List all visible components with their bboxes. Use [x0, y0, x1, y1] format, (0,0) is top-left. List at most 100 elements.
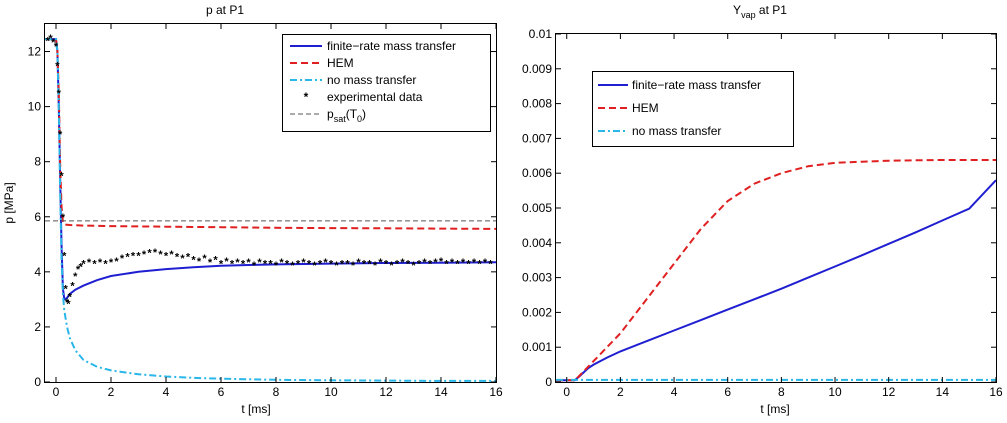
experimental-data-point: * [461, 257, 466, 269]
experimental-data-point: * [92, 259, 97, 271]
experimental-data-point: * [235, 257, 240, 269]
experimental-data-point: * [109, 257, 114, 269]
experimental-data-point: * [389, 260, 394, 272]
pressure-axes: 0 2 4 6 8 10 12 14 16 0 2 4 6 8 10 12 [28, 24, 503, 399]
experimental-data-point: * [131, 250, 136, 262]
experimental-data-point: * [362, 259, 367, 271]
vapor-plot-frame [555, 33, 997, 383]
experimental-data-point: * [395, 259, 400, 271]
experimental-data-point: * [158, 249, 163, 261]
experimental-data-point: * [290, 260, 295, 272]
legend-label-psat: psat(T0) [327, 107, 366, 124]
experimental-data-point: * [81, 259, 86, 271]
experimental-data-point: * [66, 299, 71, 311]
experimental-data-point: * [57, 88, 62, 100]
experimental-data-point: * [73, 271, 78, 283]
experimental-data-point: * [329, 259, 334, 271]
experimental-data-point: * [301, 257, 306, 269]
experimental-data-point: * [224, 256, 229, 268]
legend-swatch-experimental-marker: * [304, 90, 309, 104]
experimental-data-point: * [439, 256, 444, 268]
experimental-data-point: * [46, 36, 51, 48]
experimental-data-point: * [252, 260, 257, 272]
experimental-data-point: * [296, 259, 301, 271]
vapor-series-0-line [556, 179, 996, 382]
vapor-y-tick-label: 0.004 [522, 236, 552, 250]
pressure-chart: p at P1 ******************* * * * * * * * * * * * * *… [2, 3, 503, 416]
experimental-data-point: * [351, 260, 356, 272]
experimental-data-point: * [246, 257, 251, 269]
pressure-y-tick-label: 12 [28, 45, 42, 59]
experimental-data-point: * [54, 41, 59, 53]
experimental-data-point: * [208, 257, 213, 269]
legend-label-experimental: experimental data [327, 90, 423, 104]
pressure-y-tick-label: 4 [34, 265, 41, 279]
pressure-series-2-line [45, 38, 496, 382]
experimental-data-point: * [417, 259, 422, 271]
pressure-chart-title: p at P1 [206, 3, 244, 17]
experimental-data-point: * [186, 252, 191, 264]
experimental-data-point: * [285, 259, 290, 271]
vapor-x-tick-label: 8 [778, 385, 785, 399]
pressure-x-tick-label: 4 [163, 385, 170, 399]
pressure-y-tick-label: 2 [34, 320, 41, 334]
pressure-y-tick-label: 10 [28, 100, 42, 114]
legend2-label-finite-rate: finite−rate mass transfer [632, 78, 761, 92]
experimental-data-point: * [367, 259, 372, 271]
experimental-data-point: * [378, 257, 383, 269]
vapor-x-tick-label: 0 [563, 385, 570, 399]
experimental-data-point: * [483, 257, 488, 269]
pressure-y-axis-label: p [MPa] [2, 182, 16, 223]
vapor-y-tick-label: 0.001 [522, 340, 552, 354]
pressure-x-tick-label: 0 [53, 385, 60, 399]
pressure-x-tick-label: 10 [324, 385, 338, 399]
pressure-x-tick-label: 14 [434, 385, 448, 399]
experimental-data-point: * [268, 259, 273, 271]
pressure-y-tick-label: 8 [34, 155, 41, 169]
experimental-data-point: * [79, 261, 84, 273]
pressure-series-layer: ******************* * * * * * * * * * * * * * * * * * * * * *… [45, 33, 496, 382]
pressure-x-axis-label: t [ms] [241, 402, 270, 416]
pressure-y-tick-label: 0 [34, 375, 41, 389]
experimental-data-point: * [58, 129, 63, 141]
experimental-data-point: * [63, 283, 68, 295]
legend2-label-hem: HEM [632, 101, 659, 115]
legend-label-no-mass-transfer: no mass transfer [327, 73, 416, 87]
experimental-data-point: * [307, 259, 312, 271]
vapor-y-tick-label: 0.003 [522, 271, 552, 285]
pressure-plot-frame [44, 23, 497, 383]
experimental-data-point: * [153, 247, 158, 259]
experimental-data-point: * [61, 212, 66, 224]
experimental-data-point: * [197, 256, 202, 268]
legend-label-finite-rate: finite−rate mass transfer [327, 39, 456, 53]
experimental-data-point: * [51, 37, 56, 49]
experimental-data-point: * [230, 259, 235, 271]
vapor-y-tick-label: 0.009 [522, 62, 552, 76]
experimental-data-point: * [274, 260, 279, 272]
experimental-data-point: * [406, 259, 411, 271]
pressure-series-3-markers: ******************* * * * * * * * * * * * * * * * * * * * * *… [46, 33, 494, 311]
experimental-data-point: * [323, 257, 328, 269]
experimental-data-point: * [136, 250, 141, 262]
pressure-series-1-line [45, 38, 496, 230]
pressure-x-tick-label: 16 [489, 385, 503, 399]
vapor-x-tick-label: 10 [828, 385, 842, 399]
experimental-data-point: * [472, 257, 477, 269]
experimental-data-point: * [422, 257, 427, 269]
vapor-y-tick-label: 0.002 [522, 305, 552, 319]
experimental-data-point: * [65, 297, 70, 309]
pressure-x-tick-label: 8 [273, 385, 280, 399]
experimental-data-point: * [191, 254, 196, 266]
vapor-y-tick-label: 0 [545, 375, 552, 389]
experimental-data-point: * [345, 259, 350, 271]
legend-label-hem: HEM [327, 56, 354, 70]
vapor-y-tick-label: 0.01 [529, 27, 553, 41]
experimental-data-point: * [55, 60, 60, 72]
experimental-data-point: * [356, 257, 361, 269]
experimental-data-point: * [120, 253, 125, 265]
vapor-x-tick-label: 2 [617, 385, 624, 399]
experimental-data-point: * [477, 259, 482, 271]
vapor-x-tick-label: 12 [882, 385, 896, 399]
experimental-data-point: * [142, 249, 147, 261]
